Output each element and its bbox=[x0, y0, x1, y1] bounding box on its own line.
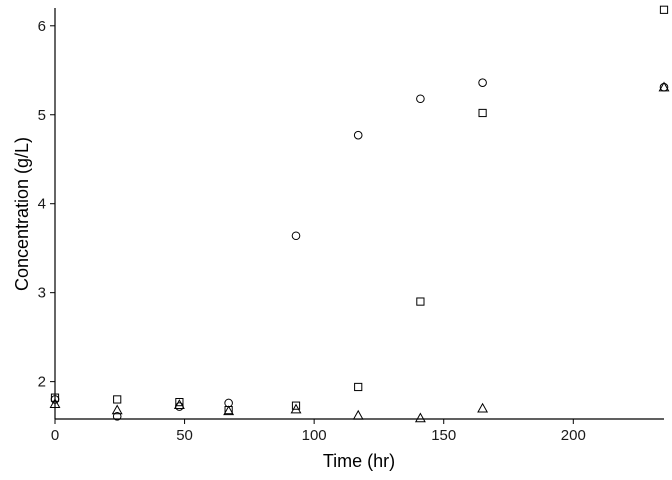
data-point-triangle bbox=[223, 405, 235, 416]
data-point-square bbox=[478, 108, 487, 118]
x-tick-label: 200 bbox=[561, 427, 586, 444]
data-point-circle bbox=[353, 130, 363, 140]
data-point-square bbox=[659, 5, 669, 14]
x-tick-label: 0 bbox=[51, 427, 59, 444]
data-point-circle bbox=[416, 94, 425, 104]
data-point-circle bbox=[175, 402, 184, 411]
data-point-circle bbox=[291, 231, 301, 241]
data-point-square bbox=[354, 382, 363, 392]
x-axis-title: Time (hr) bbox=[323, 451, 395, 471]
data-point-triangle bbox=[477, 402, 489, 413]
x-tick-label: 150 bbox=[431, 427, 456, 444]
x-axis-ticks: 0 50 100 150 200 bbox=[51, 419, 586, 444]
data-point-triangle bbox=[111, 404, 123, 415]
data-point-circle bbox=[112, 412, 122, 421]
data-point-square bbox=[416, 297, 425, 306]
y-tick-label: 3 bbox=[38, 285, 46, 302]
data-point-triangle bbox=[352, 409, 364, 420]
data-point-circle bbox=[478, 78, 487, 88]
data-point-square bbox=[291, 401, 301, 410]
x-tick-label: 100 bbox=[302, 427, 327, 444]
plot-area bbox=[49, 5, 670, 423]
data-point-square bbox=[113, 395, 122, 404]
data-point-triangle bbox=[173, 399, 185, 409]
data-point-triangle bbox=[414, 412, 426, 423]
y-tick-label: 6 bbox=[38, 18, 46, 35]
y-tick-label: 4 bbox=[38, 196, 46, 213]
x-tick-label: 50 bbox=[176, 427, 193, 444]
y-tick-label: 5 bbox=[38, 107, 46, 124]
y-tick-label: 2 bbox=[38, 374, 46, 391]
y-axis-ticks: 2 3 4 5 6 bbox=[38, 18, 55, 391]
data-point-square bbox=[175, 397, 184, 407]
data-point-triangle bbox=[290, 403, 302, 414]
y-axis-title: Concentration (g/L) bbox=[12, 137, 32, 291]
data-point-triangle bbox=[658, 81, 670, 92]
